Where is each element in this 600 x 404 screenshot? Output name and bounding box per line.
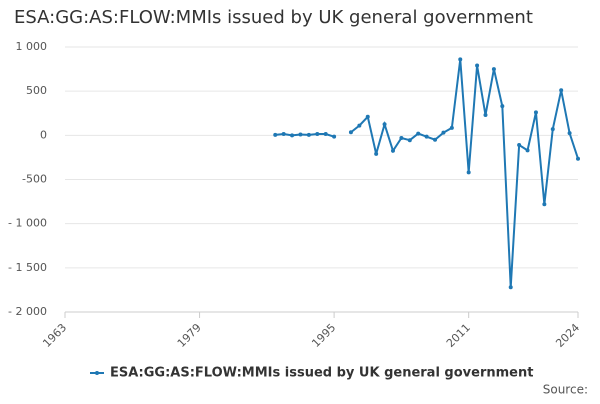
- data-point: [533, 110, 538, 115]
- data-point: [298, 132, 303, 137]
- data-point: [382, 122, 387, 127]
- data-point: [306, 132, 311, 137]
- x-tick-label: 1995: [309, 321, 338, 350]
- data-point: [475, 63, 480, 68]
- y-tick-label: - 1 500: [8, 261, 47, 274]
- data-point: [424, 134, 429, 139]
- data-point: [458, 57, 463, 62]
- data-point: [542, 202, 547, 207]
- source-label: Source:: [543, 383, 588, 397]
- data-point: [441, 130, 446, 135]
- data-point: [550, 127, 555, 132]
- data-point: [483, 113, 488, 118]
- data-point: [281, 132, 286, 137]
- y-tick-label: 1 000: [16, 40, 48, 53]
- data-point: [365, 114, 370, 119]
- data-point: [399, 135, 404, 140]
- x-tick-label: 2011: [444, 321, 473, 350]
- data-point: [466, 170, 471, 175]
- y-tick-label: - 2 000: [8, 305, 47, 318]
- data-point: [491, 67, 496, 72]
- y-tick-label: -500: [22, 173, 47, 186]
- data-point: [348, 130, 353, 135]
- data-point: [433, 137, 438, 142]
- y-tick-label: 0: [40, 128, 47, 141]
- data-point: [407, 138, 412, 143]
- data-point: [332, 134, 337, 139]
- data-point: [567, 131, 572, 136]
- x-tick-label: 1979: [175, 321, 204, 350]
- data-point: [508, 285, 513, 290]
- y-tick-label: - 1 000: [8, 217, 47, 230]
- data-point: [374, 151, 379, 156]
- x-tick-label: 2024: [553, 321, 582, 350]
- data-point: [273, 132, 278, 137]
- data-point: [576, 156, 580, 161]
- data-point: [416, 131, 421, 136]
- y-tick-label: 500: [26, 84, 47, 97]
- data-point: [559, 88, 564, 93]
- data-point: [525, 148, 530, 153]
- data-point: [449, 125, 454, 130]
- data-point: [323, 132, 328, 137]
- chart-title: ESA:GG:AS:FLOW:MMIs issued by UK general…: [14, 7, 533, 28]
- data-point: [290, 133, 295, 138]
- data-point: [357, 123, 362, 128]
- data-point: [517, 143, 522, 148]
- data-point: [390, 148, 395, 153]
- data-point: [315, 132, 320, 137]
- legend-marker: [95, 371, 99, 375]
- x-tick-label: 1963: [40, 321, 69, 350]
- legend-label: ESA:GG:AS:FLOW:MMIs issued by UK general…: [110, 366, 533, 381]
- series-line: [275, 59, 579, 288]
- data-point: [500, 104, 505, 109]
